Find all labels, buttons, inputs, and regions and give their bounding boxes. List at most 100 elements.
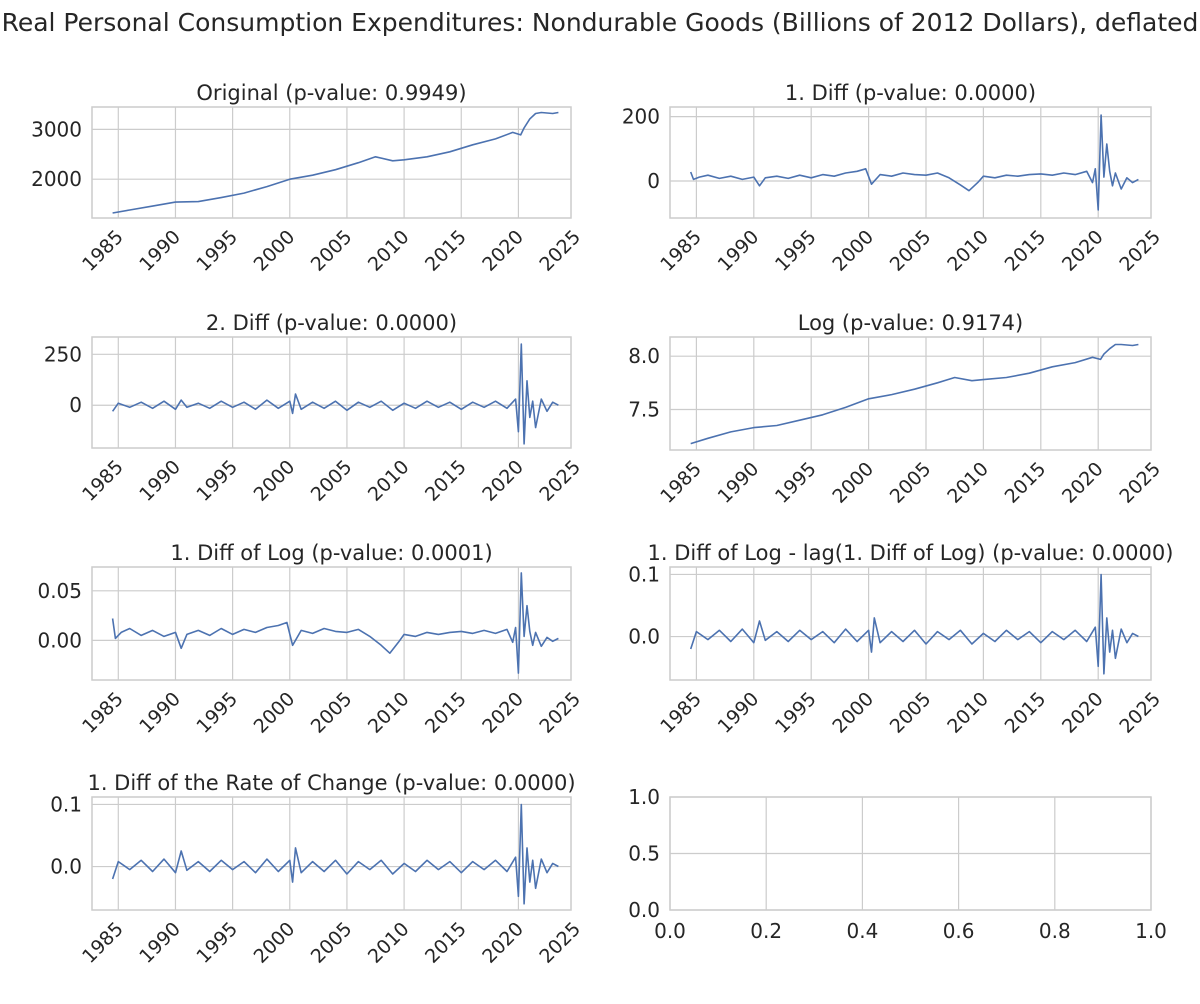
subplot-title: Original (p-value: 0.9949) (196, 81, 466, 105)
series-line (112, 111, 559, 214)
x-tick-label-4: 2000 (828, 458, 878, 508)
x-tick-label-5: 2005 (307, 456, 357, 506)
x-tick-label-7: 2015 (421, 918, 471, 968)
x-tick-label-5: 2005 (307, 226, 357, 276)
x-tick-label-5: 2005 (307, 918, 357, 968)
x-tick-label-1: 1985 (78, 688, 128, 738)
y-tick-label-1: 0 (69, 393, 82, 417)
x-tick-label-8: 2020 (1058, 226, 1108, 276)
axes-frame (91, 796, 572, 911)
x-tick-label-7: 2015 (1001, 458, 1051, 508)
x-tick-label-4: 0.6 (943, 919, 975, 943)
x-tick-label-1: 1985 (78, 918, 128, 968)
x-tick-label-8: 2020 (478, 688, 528, 738)
x-tick-label-6: 2010 (364, 456, 414, 506)
series-line (689, 573, 1139, 675)
x-tick-label-1: 0.0 (654, 919, 686, 943)
x-tick-label-6: 2010 (943, 688, 993, 738)
subplot-title: Log (p-value: 0.9174) (798, 311, 1024, 335)
x-tick-label-4: 2000 (828, 688, 878, 738)
x-tick-label-5: 2005 (886, 688, 936, 738)
y-tick-label-3: 1.0 (628, 785, 660, 809)
x-tick-label-9: 2025 (535, 918, 585, 968)
x-tick-label-7: 2015 (421, 226, 471, 276)
x-tick-label-8: 2020 (478, 456, 528, 506)
x-tick-label-9: 2025 (1115, 226, 1165, 276)
y-tick-label-2: 3000 (31, 117, 82, 141)
subplot-7: 1. Diff of the Rate of Change (p-value: … (50, 771, 585, 968)
x-tick-label-3: 1995 (192, 226, 242, 276)
subplot-6: 1. Diff of Log - lag(1. Diff of Log) (p-… (628, 541, 1173, 738)
series-line (111, 803, 559, 905)
x-tick-label-1: 1985 (656, 458, 706, 508)
y-tick-label-2: 0.1 (50, 792, 82, 816)
subplot-5: 1. Diff of Log (p-value: 0.0001) 0.00 0.05… (37, 541, 585, 738)
x-tick-label-4: 2000 (250, 226, 300, 276)
x-tick-label-6: 2010 (943, 226, 993, 276)
x-tick-label-5: 2005 (886, 458, 936, 508)
x-tick-label-2: 1990 (135, 918, 185, 968)
y-tick-label-1: 7.5 (628, 397, 660, 421)
x-tick-label-5: 2005 (307, 688, 357, 738)
x-tick-label-7: 2015 (421, 456, 471, 506)
y-tick-label-1: 0.00 (37, 628, 82, 652)
y-tick-label-2: 0.05 (37, 579, 82, 603)
x-tick-label-6: 1.0 (1135, 919, 1167, 943)
y-tick-label-2: 250 (44, 342, 82, 366)
subplot-title: 1. Diff (p-value: 0.0000) (785, 81, 1036, 105)
subplot-8: 0.0 0.5 1.0 0.0 0.2 0.4 0.6 0.8 1.0 (628, 785, 1167, 943)
x-tick-label-1: 1985 (656, 226, 706, 276)
x-tick-label-7: 2015 (1001, 226, 1051, 276)
x-tick-label-4: 2000 (250, 918, 300, 968)
x-tick-label-4: 2000 (828, 226, 878, 276)
y-tick-label-2: 8.0 (628, 344, 660, 368)
x-tick-label-8: 2020 (478, 226, 528, 276)
axes-frame (91, 336, 572, 449)
x-tick-label-1: 1985 (78, 456, 128, 506)
y-tick-label-1: 0.0 (628, 898, 660, 922)
x-tick-label-3: 1995 (771, 458, 821, 508)
axes-frame (91, 106, 572, 219)
x-tick-label-8: 2020 (1058, 458, 1108, 508)
x-tick-label-9: 2025 (1115, 458, 1165, 508)
y-tick-label-1: 0.0 (50, 855, 82, 879)
x-tick-label-8: 2020 (478, 918, 528, 968)
axes-frame (91, 566, 572, 681)
series-line (690, 343, 1139, 445)
axes-frame (669, 566, 1152, 681)
subplot-2: 1. Diff (p-value: 0.0000) 0 200 1985 1990 199… (622, 81, 1165, 276)
x-tick-label-7: 2015 (421, 688, 471, 738)
series-line (111, 343, 559, 445)
series-line (111, 572, 559, 674)
figure-title-container: Real Personal Consumption Expenditures: … (0, 8, 1200, 48)
x-tick-label-8: 2020 (1058, 688, 1108, 738)
x-tick-label-5: 2005 (886, 226, 936, 276)
subplot-title: 1. Diff of Log - lag(1. Diff of Log) (p-… (648, 541, 1174, 565)
x-tick-label-7: 2015 (1001, 688, 1051, 738)
figure-title: Real Personal Consumption Expenditures: … (1, 8, 1199, 37)
x-tick-label-1: 1985 (78, 226, 128, 276)
x-tick-label-3: 1995 (771, 226, 821, 276)
x-tick-label-3: 1995 (192, 688, 242, 738)
y-tick-label-1: 2000 (31, 167, 82, 191)
x-tick-label-6: 2010 (364, 918, 414, 968)
x-tick-label-9: 2025 (1115, 688, 1165, 738)
y-tick-label-1: 0 (647, 169, 660, 193)
x-tick-label-9: 2025 (535, 456, 585, 506)
x-tick-label-2: 1990 (714, 226, 764, 276)
x-tick-label-4: 2000 (250, 456, 300, 506)
axes-frame (669, 336, 1152, 451)
subplot-title: 1. Diff of Log (p-value: 0.0001) (170, 541, 492, 565)
y-tick-label-2: 200 (622, 105, 660, 129)
x-tick-label-2: 1990 (714, 458, 764, 508)
subplot-1: Original (p-value: 0.9949) 2000 3000 1985 19… (31, 81, 585, 276)
x-tick-label-2: 0.2 (750, 919, 782, 943)
x-tick-label-6: 2010 (943, 458, 993, 508)
x-tick-label-9: 2025 (535, 688, 585, 738)
subplot-title: 1. Diff of the Rate of Change (p-value: … (87, 771, 575, 795)
x-tick-label-3: 1995 (192, 918, 242, 968)
y-tick-label-2: 0.5 (628, 842, 660, 866)
